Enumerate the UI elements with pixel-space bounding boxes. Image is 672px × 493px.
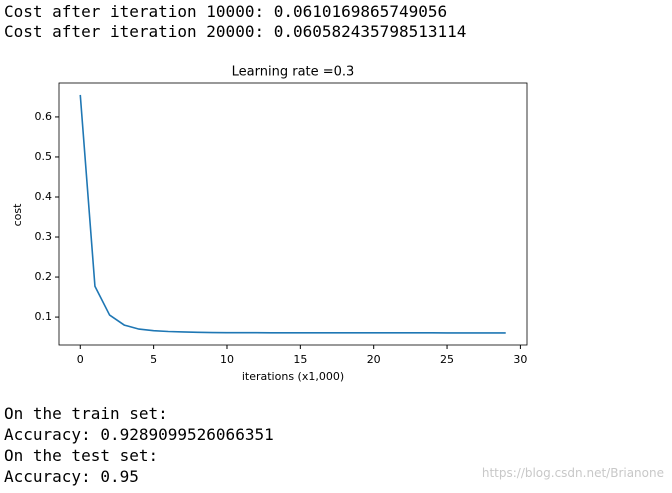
x-tick-label: 30 xyxy=(513,353,527,366)
y-tick-label: 0.4 xyxy=(35,190,53,203)
x-tick-label: 20 xyxy=(367,353,381,366)
log-line: Accuracy: 0.9289099526066351 xyxy=(4,425,274,444)
x-tick-label: 0 xyxy=(77,353,84,366)
x-tick-label: 25 xyxy=(440,353,454,366)
y-tick-label: 0.2 xyxy=(35,270,53,283)
chart: Learning rate =0.3 iterations (x1,000) c… xyxy=(11,65,528,383)
line-series xyxy=(79,94,506,334)
watermark: https://blog.csdn.net/Brianone xyxy=(481,466,664,480)
x-tick-label: 5 xyxy=(150,353,157,366)
x-tick-label: 10 xyxy=(220,353,234,366)
log-line: Accuracy: 0.95 xyxy=(4,467,139,486)
log-line: On the train set: xyxy=(4,404,168,423)
log-line: Cost after iteration 10000: 0.0610169865… xyxy=(4,2,448,21)
plot-frame xyxy=(58,82,528,346)
y-tick-label: 0.3 xyxy=(35,230,53,243)
y-axis-label: cost xyxy=(11,203,24,227)
y-tick-label: 0.5 xyxy=(35,150,53,163)
x-axis-label: iterations (x1,000) xyxy=(242,370,344,383)
y-tick-label: 0.1 xyxy=(35,310,53,323)
x-tick-label: 15 xyxy=(293,353,307,366)
y-tick-label: 0.6 xyxy=(35,110,53,123)
chart-title: Learning rate =0.3 xyxy=(232,65,355,80)
log-line: On the test set: xyxy=(4,446,159,465)
log-line: Cost after iteration 20000: 0.0605824357… xyxy=(4,22,467,41)
